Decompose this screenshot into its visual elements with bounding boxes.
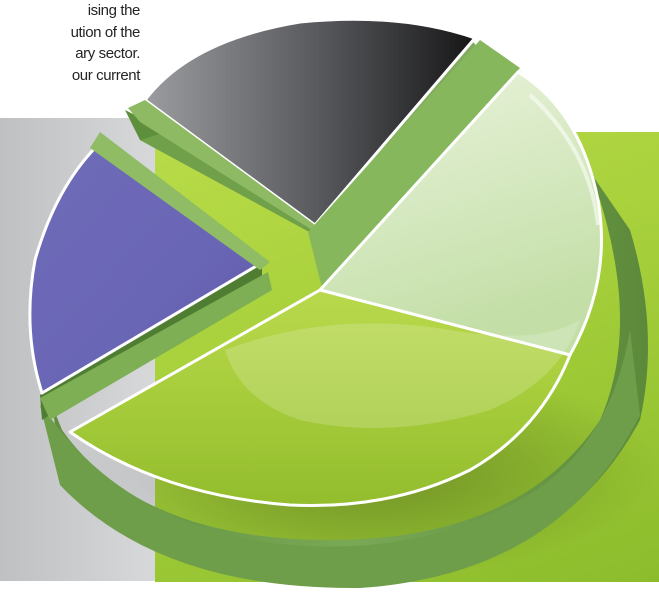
intro-text-line: ising the <box>87 2 141 19</box>
light-green-slice <box>318 70 603 357</box>
green-slice <box>68 288 572 508</box>
intro-text-line: ution of the <box>70 23 141 41</box>
gloss-highlight <box>225 320 580 428</box>
intro-text-block: ising the ution of the ary sector. our c… <box>0 0 141 86</box>
intro-text-line: ary sector. <box>75 45 140 62</box>
purple-slice <box>28 146 260 395</box>
gray-slice <box>143 17 477 227</box>
intro-text-line: our current <box>71 66 141 84</box>
green-slice-side <box>40 330 640 589</box>
